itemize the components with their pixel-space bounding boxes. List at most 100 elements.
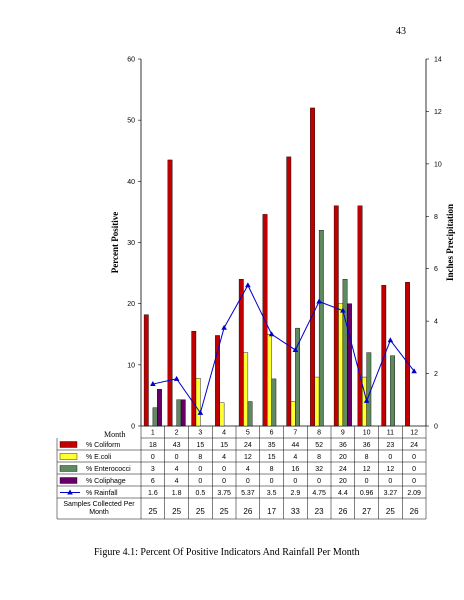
legend-label: % Coliform: [86, 442, 120, 449]
bar-coliform: [286, 156, 292, 427]
figure-caption: Figure 4.1: Percent Of Positive Indicato…: [94, 547, 360, 558]
data-label: 3.27: [384, 490, 398, 497]
samples-value: 26: [338, 507, 347, 516]
data-label: 3.75: [217, 490, 231, 497]
data-label: 36: [363, 442, 371, 449]
data-label: 0: [388, 454, 392, 461]
x-tick-label: 6: [270, 430, 274, 437]
x-axis-title: Month: [104, 430, 125, 439]
bar-coliform: [405, 282, 410, 427]
x-tick-label: 3: [198, 430, 202, 437]
data-label: 4: [293, 454, 297, 461]
samples-label-line1: Samples Collected Per: [63, 501, 135, 508]
samples-value: 26: [410, 507, 419, 516]
x-tick-label: 1: [151, 430, 155, 437]
data-label: 4: [175, 478, 179, 485]
samples-value: 25: [220, 507, 229, 516]
data-label: 0: [412, 478, 416, 485]
axes: 0 10 20 30 40 50 60 0 2 4 6 8 10 12 14 Percent Positive…: [110, 57, 455, 431]
data-label: 6: [151, 478, 155, 485]
bar-enterococci: [366, 352, 372, 427]
data-label: 1.6: [148, 490, 158, 497]
data-label: 15: [220, 442, 228, 449]
data-label: 0: [270, 478, 274, 485]
samples-label-line2: Month: [89, 509, 109, 516]
bar-enterococci: [342, 279, 348, 427]
data-label: 43: [173, 442, 181, 449]
data-label: 2.9: [291, 490, 301, 497]
bar-coliform: [143, 314, 149, 427]
data-label: 35: [268, 442, 276, 449]
data-label: 0: [388, 478, 392, 485]
data-label: 16: [291, 466, 299, 473]
y-tick-label: 60: [127, 57, 135, 64]
data-label: 8: [198, 454, 202, 461]
bar-ecoli: [290, 401, 296, 427]
data-label: 0.5: [196, 490, 206, 497]
data-label: 24: [339, 466, 347, 473]
data-label: 4: [246, 466, 250, 473]
rainfall-polyline: [152, 284, 415, 415]
rainfall-point: [197, 409, 204, 415]
data-label: 24: [410, 442, 418, 449]
samples-value: 25: [148, 507, 157, 516]
bar-enterococci: [271, 378, 277, 427]
bar-coliphage: [180, 399, 186, 427]
rainfall-point: [387, 337, 394, 343]
legend-label: % E.coli: [86, 454, 112, 461]
bar-enterococci: [152, 407, 158, 427]
bar-coliform: [333, 205, 339, 427]
y-axis-title: Percent Positive: [110, 212, 120, 274]
y-tick-label: 50: [127, 118, 135, 125]
bar-enterococci: [390, 355, 395, 427]
data-label: 24: [244, 442, 252, 449]
samples-value: 25: [172, 507, 181, 516]
rainfall-point: [150, 381, 156, 387]
bar-ecoli: [267, 334, 272, 427]
samples-value: 25: [386, 507, 395, 516]
y2-tick-label: 10: [434, 161, 442, 168]
legend-marker: [67, 489, 73, 495]
bar-coliform: [167, 159, 173, 427]
x-tick-label: 8: [317, 430, 321, 437]
bar-enterococci: [318, 230, 324, 427]
rainfall-point: [363, 397, 370, 403]
bar-coliform: [215, 335, 220, 427]
data-label: 0: [222, 478, 226, 485]
y2-tick-label: 4: [434, 319, 438, 326]
data-label: 12: [386, 466, 394, 473]
samples-value: 23: [315, 507, 324, 516]
data-label: 3.5: [267, 490, 277, 497]
data-label: 3: [151, 466, 155, 473]
data-label: 8: [270, 466, 274, 473]
legend-label: % Coliphage: [86, 478, 126, 485]
x-tick-label: 7: [293, 430, 297, 437]
data-label: 12: [244, 454, 252, 461]
bar-ecoli: [338, 303, 344, 427]
data-label: 2.09: [407, 490, 421, 497]
bar-ecoli: [243, 352, 249, 427]
y2-tick-label: 0: [434, 424, 438, 431]
legend-swatch: [59, 465, 78, 472]
y-tick-label: 10: [127, 362, 135, 369]
samples-value: 33: [291, 507, 300, 516]
bar-enterococci: [295, 327, 300, 427]
data-label: 20: [339, 454, 347, 461]
bar-enterococci: [247, 401, 253, 427]
x-tick-label: 2: [175, 430, 179, 437]
data-label: 0: [198, 466, 202, 473]
data-label: 0.96: [360, 490, 374, 497]
data-label: 4: [222, 454, 226, 461]
rainfall-point: [245, 282, 251, 288]
x-tick-label: 4: [222, 430, 226, 437]
data-label: 0: [198, 478, 202, 485]
data-label: 0: [412, 454, 416, 461]
y-tick-label: 30: [127, 240, 135, 247]
data-label: 4: [175, 466, 179, 473]
data-label: 32: [315, 466, 323, 473]
bar-coliphage: [347, 303, 352, 427]
data-label: 0: [175, 454, 179, 461]
data-label: 52: [315, 442, 323, 449]
data-label: 0: [293, 478, 297, 485]
